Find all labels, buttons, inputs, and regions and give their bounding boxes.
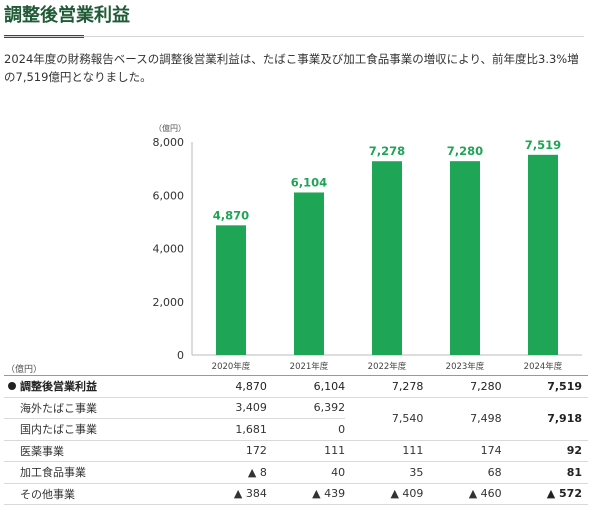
- row-label: 加工食品事業: [4, 461, 189, 484]
- data-label: 6,104: [291, 175, 327, 189]
- y-axis-unit-label: （億円）: [154, 123, 186, 133]
- data-label: 7,280: [447, 144, 483, 158]
- table-cell: 1,681: [188, 418, 267, 441]
- x-tick-label: 2023年度: [446, 361, 485, 372]
- y-tick-label: 8,000: [153, 136, 185, 149]
- table-cell: 6,104: [266, 375, 346, 398]
- row-label: 国内たばこ事業: [4, 418, 189, 441]
- table-row-pharma: 医薬事業 172 111 111 174 92: [4, 440, 588, 462]
- x-tick-label: 2021年度: [290, 361, 329, 372]
- table-cell: 40: [266, 461, 346, 484]
- bar-2020年度: [216, 225, 246, 355]
- table-cell: ▲ 384: [188, 483, 267, 505]
- table-unit-label: （億円）: [6, 365, 43, 375]
- table-cell: 111: [266, 440, 346, 462]
- table-row-processed-food: 加工食品事業 ▲ 8 40 35 68 81: [4, 461, 588, 484]
- table-cell: 0: [266, 418, 346, 441]
- table-cell: 4,870: [188, 375, 267, 398]
- page-title: 調整後営業利益: [4, 5, 130, 26]
- operating-profit-bar-chart: （億円） 0 2,000 4,000 6,000 8,000 4,870 2020年度 6,1…: [153, 123, 582, 372]
- profit-breakdown-table: 調整後営業利益 4,870 6,104 7,278 7,280 7,519 海外…: [4, 375, 588, 505]
- table-cell-merged: 7,540: [345, 397, 424, 441]
- data-label: 7,519: [525, 138, 561, 152]
- bullet-icon: [8, 382, 16, 391]
- table-cell: 68: [423, 461, 502, 484]
- table-cell: 7,519: [501, 375, 588, 398]
- title-divider: [4, 36, 584, 37]
- table-cell: 81: [501, 461, 588, 484]
- table-row-other: その他事業 ▲ 384 ▲ 439 ▲ 409 ▲ 460 ▲ 572: [4, 483, 588, 505]
- data-label: 7,278: [369, 144, 405, 158]
- row-label: その他事業: [4, 483, 189, 505]
- y-tick-label: 4,000: [153, 243, 185, 256]
- description-text: 2024年度の財務報告ベースの調整後営業利益は、たばこ事業及び加工食品事業の増収…: [4, 52, 579, 84]
- table-cell-merged: 7,918: [501, 397, 588, 441]
- table-row-overseas-tobacco: 海外たばこ事業 3,409 6,392 7,540 7,498 7,918: [4, 397, 588, 441]
- table-cell: 7,280: [423, 375, 502, 398]
- x-tick-label: 2024年度: [524, 361, 563, 372]
- row-label: 医薬事業: [4, 440, 189, 462]
- table-cell: 6,392: [266, 397, 346, 419]
- y-tick-label: 6,000: [153, 189, 185, 202]
- table-row-domestic-tobacco: 国内たばこ事業 1,681 0: [4, 418, 588, 441]
- table-cell: 7,278: [345, 375, 424, 398]
- row-label: 調整後営業利益: [4, 375, 189, 398]
- row-label: 海外たばこ事業: [4, 397, 189, 419]
- table-cell: ▲ 409: [345, 483, 424, 505]
- table-cell: ▲ 8: [188, 461, 267, 484]
- table-cell: 3,409: [188, 397, 267, 419]
- bar-2023年度: [450, 161, 480, 355]
- table-cell: 111: [345, 440, 424, 462]
- bar-2021年度: [294, 192, 324, 355]
- table-cell: ▲ 572: [501, 483, 588, 505]
- table-cell-merged: 7,498: [423, 397, 502, 441]
- x-tick-label: 2022年度: [368, 361, 407, 372]
- x-tick-label: 2020年度: [212, 361, 251, 372]
- table-cell: 172: [188, 440, 267, 462]
- y-tick-label: 0: [177, 349, 184, 362]
- table-cell: 92: [501, 440, 588, 462]
- bar-2024年度: [528, 154, 558, 355]
- table-cell: ▲ 439: [266, 483, 346, 505]
- table-cell: 35: [345, 461, 424, 484]
- y-tick-label: 2,000: [153, 296, 185, 309]
- data-label: 4,870: [213, 208, 249, 222]
- table-row-total: 調整後営業利益 4,870 6,104 7,278 7,280 7,519: [4, 375, 588, 398]
- table-cell: 174: [423, 440, 502, 462]
- table-cell: ▲ 460: [423, 483, 502, 505]
- bar-2022年度: [372, 161, 402, 355]
